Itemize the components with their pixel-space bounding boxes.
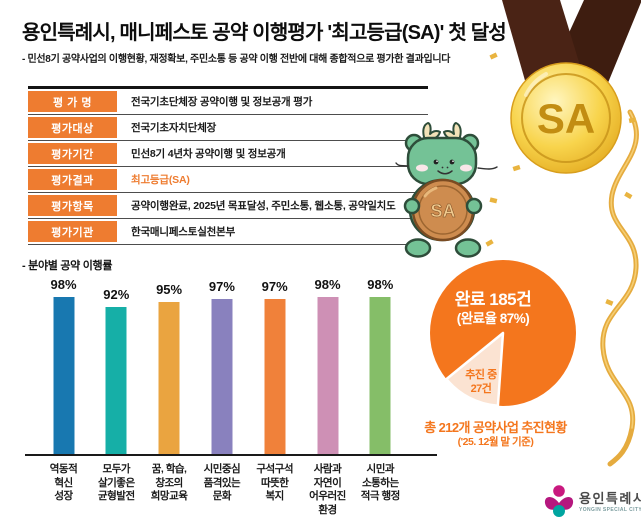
pie-wedge-label: 추진 중 27건	[465, 369, 497, 396]
bar	[211, 298, 233, 454]
bar-category-label: 사람과 자연이 어우러진 환경	[309, 463, 346, 516]
bar-value-label: 98%	[50, 277, 77, 293]
row-label: 평가대상	[28, 117, 117, 138]
table-row: 평가항목 공약이행완료, 2025년 목표달성, 주민소통, 웹소통, 공약일치…	[28, 193, 428, 219]
bar-category-label: 역동적 혁신 성장	[49, 463, 78, 503]
bar-category-label: 꿈, 학습, 창조의 희망교육	[150, 463, 188, 503]
mascot-antlers	[422, 122, 462, 141]
table-row: 평가기관 한국매니페스토실천본부	[28, 219, 428, 245]
pie-caption: 총 212개 공약사업 추진현황	[424, 420, 567, 435]
bar-value-label: 98%	[367, 277, 394, 293]
bar-chart-title: - 분야별 공약 이행률	[22, 260, 113, 272]
medal-sa-label: SA	[537, 95, 595, 142]
bar	[53, 297, 74, 454]
bar-value-label: 92%	[103, 286, 130, 302]
row-value-highlight: 최고등급(SA)	[131, 174, 190, 186]
bar	[105, 306, 127, 454]
bar	[158, 302, 180, 454]
page-title: 용인특례시, 매니페스토 공약 이행평가 '최고등급(SA)' 첫 달성	[22, 22, 507, 44]
row-value: 전국기초단체장 공약이행 및 정보공개 평가	[131, 96, 313, 108]
mascot-head	[406, 136, 478, 186]
bar	[264, 298, 286, 454]
evaluation-table: 평 가 명 전국기초단체장 공약이행 및 정보공개 평가 평가대상 전국기초자치…	[28, 86, 428, 245]
row-label: 평가기간	[28, 143, 117, 164]
table-row: 평가대상 전국기초자치단체장	[28, 115, 428, 141]
pie-slice-inprogress	[445, 331, 505, 408]
bar	[317, 297, 338, 454]
row-label: 평가결과	[28, 169, 117, 190]
row-label: 평가기관	[28, 221, 117, 242]
pie-center-label-main: 완료 185건	[454, 290, 532, 309]
city-logo-mark	[544, 485, 574, 517]
medal-decoration: SA	[485, 0, 641, 467]
sa-medal: SA	[510, 62, 622, 174]
table-row: 평 가 명 전국기초단체장 공약이행 및 정보공개 평가	[28, 89, 428, 115]
coin-sa-label: SA	[430, 201, 455, 221]
bar-value-label: 97%	[208, 278, 235, 294]
bar-category-label: 시민과 소통하는 적극 행정	[360, 463, 401, 503]
city-logo-name: 용인특례시	[579, 490, 641, 506]
bar-category-label: 구석구석 따뜻한 복지	[256, 463, 293, 503]
bar	[369, 297, 391, 454]
pie-center-label-sub: (완료율 87%)	[456, 311, 530, 326]
row-value: 민선8기 4년차 공약이행 및 정보공개	[131, 148, 286, 160]
bar-value-label: 97%	[261, 278, 288, 294]
row-label: 평가항목	[28, 195, 117, 216]
row-label: 평 가 명	[28, 91, 117, 112]
mascot-whisker-right	[477, 166, 498, 170]
row-value: 공약이행완료, 2025년 목표달성, 주민소통, 웹소통, 공약일치도	[131, 200, 396, 212]
city-logo: 용인특례시 YONGIN SPECIAL CITY	[543, 483, 641, 517]
table-row: 평가결과 최고등급(SA)	[28, 167, 428, 193]
bar-chart: 98% 역동적 혁신 성장 92% 모두가 살기좋은 균형발전 95% 꿈, 학습, 창조…	[25, 277, 437, 516]
mascot-whisker-left	[395, 162, 409, 167]
bar-value-label: 98%	[314, 277, 341, 293]
bar-category-label: 시민중심 품격있는 문화	[203, 463, 241, 503]
page-subtitle: - 민선8기 공약사업의 이행현황, 재정확보, 주민소통 등 공약 이행 전반…	[22, 54, 451, 65]
row-value: 전국기초자치단체장	[131, 122, 217, 134]
table-row: 평가기간 민선8기 4년차 공약이행 및 정보공개	[28, 141, 428, 167]
gold-streamer-ribbon	[600, 109, 639, 467]
city-logo-subtext: YONGIN SPECIAL CITY	[579, 506, 641, 513]
pie-chart	[430, 260, 576, 408]
bar-value-label: 95%	[156, 282, 183, 297]
dragon-mascot: SA	[395, 122, 498, 258]
mascot-sa-coin: SA	[411, 178, 475, 242]
bar-category-label: 모두가 살기좋은 균형발전	[97, 463, 135, 503]
confetti	[485, 52, 637, 306]
row-value: 한국매니페스토실천본부	[131, 226, 236, 238]
pie-caption-date: ('25. 12월 말 기준)	[457, 436, 534, 448]
